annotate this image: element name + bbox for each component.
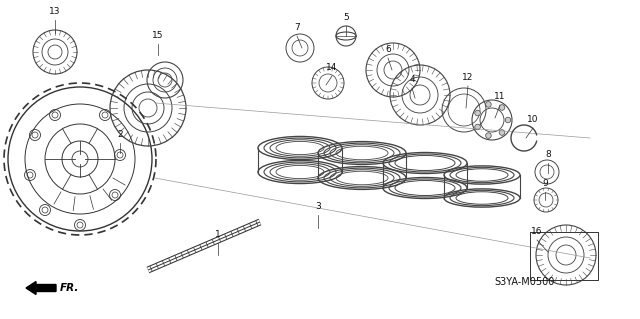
Circle shape <box>475 110 481 116</box>
Text: 7: 7 <box>294 23 300 32</box>
Circle shape <box>486 133 492 138</box>
Text: 2: 2 <box>117 130 123 139</box>
Text: 1: 1 <box>215 230 221 239</box>
Circle shape <box>486 101 492 107</box>
Text: 13: 13 <box>49 7 61 16</box>
Circle shape <box>499 130 505 135</box>
Text: 5: 5 <box>343 13 349 22</box>
Text: 10: 10 <box>527 115 539 124</box>
Text: 16: 16 <box>531 227 543 236</box>
FancyArrow shape <box>26 281 56 294</box>
Text: 12: 12 <box>462 73 474 82</box>
Text: 15: 15 <box>152 31 164 40</box>
Text: 9: 9 <box>542 179 548 188</box>
Circle shape <box>475 124 481 130</box>
Text: FR.: FR. <box>60 283 79 293</box>
Text: 3: 3 <box>315 202 321 211</box>
Text: 14: 14 <box>326 63 338 72</box>
Circle shape <box>499 105 505 110</box>
Text: 4: 4 <box>409 75 415 84</box>
Circle shape <box>505 117 511 123</box>
Text: 8: 8 <box>545 150 551 159</box>
Text: 6: 6 <box>385 45 391 54</box>
Text: 11: 11 <box>494 92 506 101</box>
Text: S3YA-M0500: S3YA-M0500 <box>494 277 554 287</box>
